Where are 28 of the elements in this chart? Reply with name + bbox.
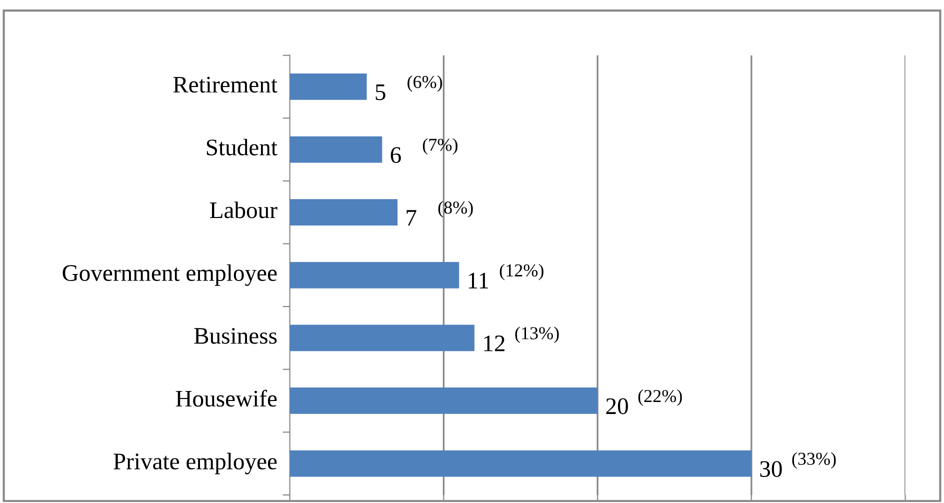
annotation: (33%) xyxy=(792,452,836,469)
data-label: 5 xyxy=(376,84,386,100)
y-tick-label: Labour xyxy=(210,202,278,218)
data-label: 7 xyxy=(406,210,416,226)
data-label: 6 xyxy=(390,147,401,163)
y-tick-label: Government employee xyxy=(62,264,277,286)
annotation: (7%) xyxy=(422,138,458,155)
data-label: 11 xyxy=(468,272,488,288)
y-tick-label: Retirement xyxy=(173,76,278,93)
annotation: (22%) xyxy=(638,389,682,406)
bar xyxy=(290,262,460,288)
bar xyxy=(290,388,598,414)
bar xyxy=(290,74,367,100)
bar xyxy=(290,450,752,477)
annotation: (12%) xyxy=(500,264,544,280)
y-tick-label: Student xyxy=(206,138,278,156)
y-tick-label: Private employee xyxy=(114,452,277,474)
bar xyxy=(290,136,382,163)
data-label: 20 xyxy=(606,398,628,414)
bar xyxy=(290,199,398,226)
bar xyxy=(290,324,474,352)
annotation: (6%) xyxy=(408,75,442,92)
y-tick-label: Housewife xyxy=(176,390,277,407)
annotation: (8%) xyxy=(438,201,473,218)
data-label: 12 xyxy=(484,336,504,352)
y-tick-label: Business xyxy=(194,328,277,344)
annotation: (13%) xyxy=(515,326,559,343)
data-label: 30 xyxy=(760,461,782,477)
